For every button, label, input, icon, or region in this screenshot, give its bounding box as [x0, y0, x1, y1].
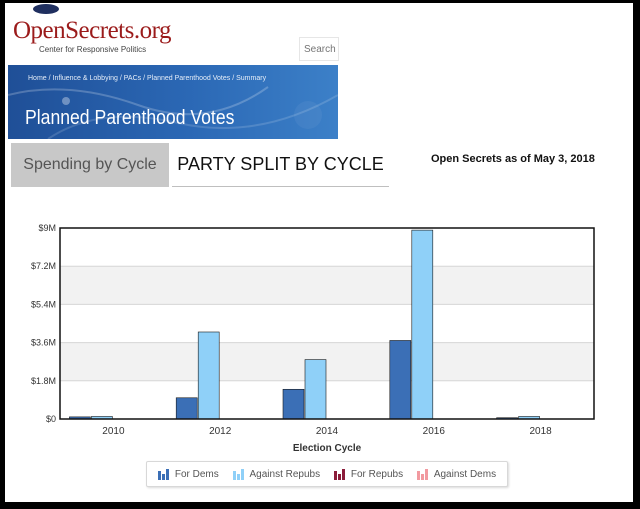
page: OpenSecrets.org Center for Responsive Po…: [5, 3, 633, 502]
legend-label-against-dems: Against Dems: [433, 468, 497, 480]
bar-chart-icon: [416, 468, 429, 480]
legend-item-for-repubs[interactable]: For Repubs: [333, 468, 404, 480]
search-input[interactable]: [300, 38, 338, 60]
legend-item-against-repubs[interactable]: Against Repubs: [232, 468, 321, 480]
breadcrumb-pacs[interactable]: PACs: [123, 75, 142, 82]
bar-chart-icon: [157, 468, 170, 480]
x-tick-label: 2016: [423, 426, 446, 437]
legend-label-against-repubs: Against Repubs: [249, 468, 321, 480]
x-tick-label: 2014: [316, 426, 339, 437]
data-date-note: Open Secrets as of May 3, 2018: [431, 153, 595, 165]
x-tick-label: 2010: [102, 426, 125, 437]
breadcrumb-home[interactable]: Home: [28, 75, 47, 82]
breadcrumb-influence-lobbying[interactable]: Influence & Lobbying: [52, 75, 118, 82]
plot-frame: [59, 227, 595, 420]
breadcrumb-summary: Summary: [236, 75, 267, 82]
legend-label-for-dems: For Dems: [174, 468, 219, 480]
plot-area: [60, 228, 594, 419]
y-tick-label: $3.6M: [31, 338, 56, 348]
bar-chart-icon: [333, 468, 346, 480]
y-tick-label: $5.4M: [31, 299, 56, 309]
tab-party-split-by-cycle[interactable]: PARTY SPLIT BY CYCLE: [172, 143, 389, 187]
page-banner: Home / Influence & Lobbying / PACs / Pla…: [8, 65, 338, 139]
search-box[interactable]: [299, 37, 339, 61]
grid-band: [60, 266, 594, 305]
y-tick-label: $7.2M: [31, 261, 56, 271]
y-tick-label: $1.8M: [31, 376, 56, 386]
x-tick-label: 2018: [529, 426, 552, 437]
banner-decoration: [8, 86, 338, 139]
logo-name: OpenSecrets.org: [13, 17, 171, 44]
eye-icon: [33, 4, 59, 14]
breadcrumb-planned-parenthood-votes[interactable]: Planned Parenthood Votes: [146, 75, 231, 82]
y-tick-label: $9M: [38, 223, 56, 233]
page-title: Planned Parenthood Votes: [25, 107, 235, 129]
bar-for-dems-2016: [389, 340, 412, 420]
bar-chart-icon: [232, 468, 245, 480]
y-tick-label: $0: [46, 414, 56, 424]
x-axis-title: Election Cycle: [293, 443, 362, 454]
bar-against-repubs-2016: [411, 229, 434, 420]
party-split-bar-chart: $0 $1.8M $3.6M $5.4M $7.2M $9M 2010 2012 2014 201…: [31, 223, 595, 454]
logo-tagline: Center for Responsive Politics: [39, 45, 147, 54]
chart-legend: For Dems Against Repubs For Repubs Again…: [146, 461, 508, 487]
bar-for-dems-2014: [282, 388, 305, 420]
legend-item-against-dems[interactable]: Against Dems: [416, 468, 497, 480]
tab-spending-by-cycle[interactable]: Spending by Cycle: [11, 143, 169, 187]
x-tick-label: 2012: [209, 426, 232, 437]
grid-band: [60, 342, 594, 381]
legend-item-for-dems[interactable]: For Dems: [157, 468, 219, 480]
breadcrumb: Home / Influence & Lobbying / PACs / Pla…: [28, 75, 267, 82]
bar-for-dems-2012: [175, 397, 198, 420]
legend-label-for-repubs: For Repubs: [350, 468, 404, 480]
bar-against-repubs-2014: [304, 359, 327, 420]
bar-against-repubs-2012: [197, 331, 220, 420]
